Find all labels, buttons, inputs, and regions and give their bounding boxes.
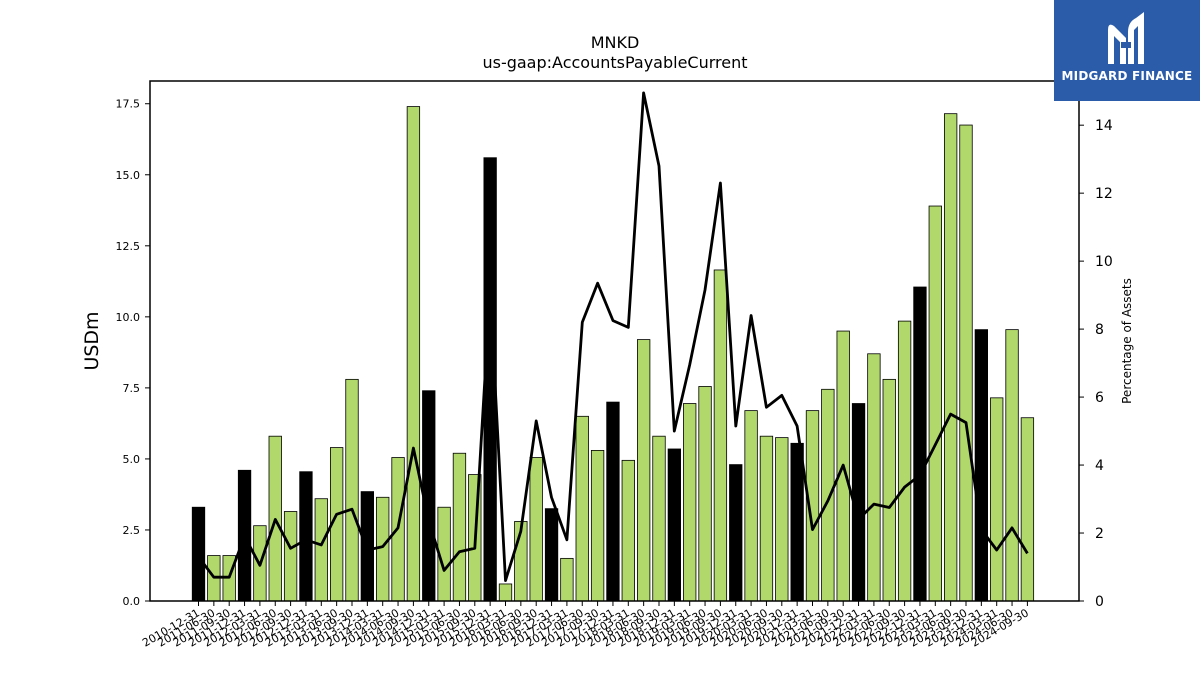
bar-2020-12-31 bbox=[790, 442, 804, 602]
bar-2022-03-31 bbox=[867, 353, 881, 602]
y-tick-label: 17.5 bbox=[116, 98, 141, 111]
axes-group: 0.02.55.07.510.012.515.017.5024681012142… bbox=[116, 98, 1113, 650]
y-tick-label: 10.0 bbox=[116, 311, 141, 324]
bar-2014-03-31 bbox=[376, 496, 390, 602]
y-tick-label: 0.0 bbox=[123, 595, 141, 608]
y-tick-label: 15.0 bbox=[116, 169, 141, 182]
y2-axis-label: Percentage of Assets bbox=[1120, 278, 1134, 404]
bar-2015-06-30 bbox=[452, 452, 467, 602]
bar-2022-12-31 bbox=[913, 286, 927, 602]
bar-2016-12-31 bbox=[544, 508, 559, 602]
bar-2013-03-31 bbox=[314, 498, 328, 602]
bar-2018-03-31 bbox=[621, 459, 635, 602]
bar-2016-03-31 bbox=[498, 583, 513, 602]
bar-2022-09-30 bbox=[897, 320, 912, 602]
midgard-logo-icon bbox=[1108, 12, 1144, 65]
y2-tick-label: 2 bbox=[1095, 526, 1104, 542]
chart-title: MNKD bbox=[591, 33, 640, 52]
y2-tick-label: 14 bbox=[1095, 118, 1113, 134]
y2-tick-label: 8 bbox=[1095, 322, 1104, 338]
bar-2019-03-31 bbox=[683, 403, 697, 602]
y-tick-label: 7.5 bbox=[123, 382, 141, 395]
y-axis-label: USDm bbox=[81, 311, 103, 370]
y2-tick-label: 10 bbox=[1095, 254, 1113, 270]
bar-2018-09-30 bbox=[652, 435, 666, 602]
logo-text: MIDGARD FINANCE bbox=[1061, 69, 1193, 83]
chart-subtitle: us-gaap:AccountsPayableCurrent bbox=[482, 53, 747, 72]
bar-2013-09-30 bbox=[345, 378, 359, 602]
percent-of-assets-line bbox=[197, 91, 1029, 582]
bar-2023-03-31 bbox=[928, 205, 942, 602]
bar-2024-09-30 bbox=[1020, 417, 1035, 602]
bar-2023-12-31 bbox=[974, 329, 988, 602]
bar-2019-06-30 bbox=[698, 386, 712, 602]
line-group bbox=[197, 91, 1029, 582]
bar-2020-06-30 bbox=[759, 435, 774, 602]
bar-2017-03-31 bbox=[560, 557, 574, 602]
y2-tick-label: 4 bbox=[1095, 458, 1104, 474]
bar-2018-06-30 bbox=[637, 339, 651, 602]
bars-group bbox=[191, 106, 1035, 602]
bar-2019-12-31 bbox=[729, 464, 743, 602]
bar-2024-06-30 bbox=[1005, 329, 1019, 602]
bar-2023-09-30 bbox=[959, 124, 973, 602]
bar-2017-06-30 bbox=[575, 415, 589, 602]
y-tick-label: 12.5 bbox=[116, 240, 141, 253]
y2-tick-label: 0 bbox=[1095, 594, 1104, 610]
plot-frame bbox=[149, 80, 1080, 602]
y2-tick-label: 6 bbox=[1095, 390, 1104, 406]
bar-2017-09-30 bbox=[590, 449, 605, 602]
bar-2012-12-31 bbox=[299, 471, 313, 602]
bar-2017-12-31 bbox=[606, 401, 620, 602]
bar-2010-12-31 bbox=[191, 506, 206, 602]
bar-2024-03-31 bbox=[990, 397, 1004, 602]
y-tick-label: 5.0 bbox=[123, 453, 141, 466]
y-tick-label: 2.5 bbox=[123, 524, 141, 537]
bar-2016-09-30 bbox=[529, 457, 543, 602]
y2-tick-label: 12 bbox=[1095, 186, 1113, 202]
midgard-finance-logo: MIDGARD FINANCE bbox=[1054, 0, 1200, 101]
bar-2021-06-30 bbox=[821, 388, 835, 602]
bar-2019-09-30 bbox=[713, 269, 728, 602]
bar-2022-06-30 bbox=[882, 378, 896, 602]
bar-2018-12-31 bbox=[667, 448, 681, 602]
bar-2012-09-30 bbox=[283, 511, 298, 602]
bar-2014-09-30 bbox=[406, 106, 421, 602]
bar-2023-06-30 bbox=[944, 113, 958, 602]
bar-2020-09-30 bbox=[775, 437, 789, 602]
bar-2020-03-31 bbox=[744, 410, 758, 602]
